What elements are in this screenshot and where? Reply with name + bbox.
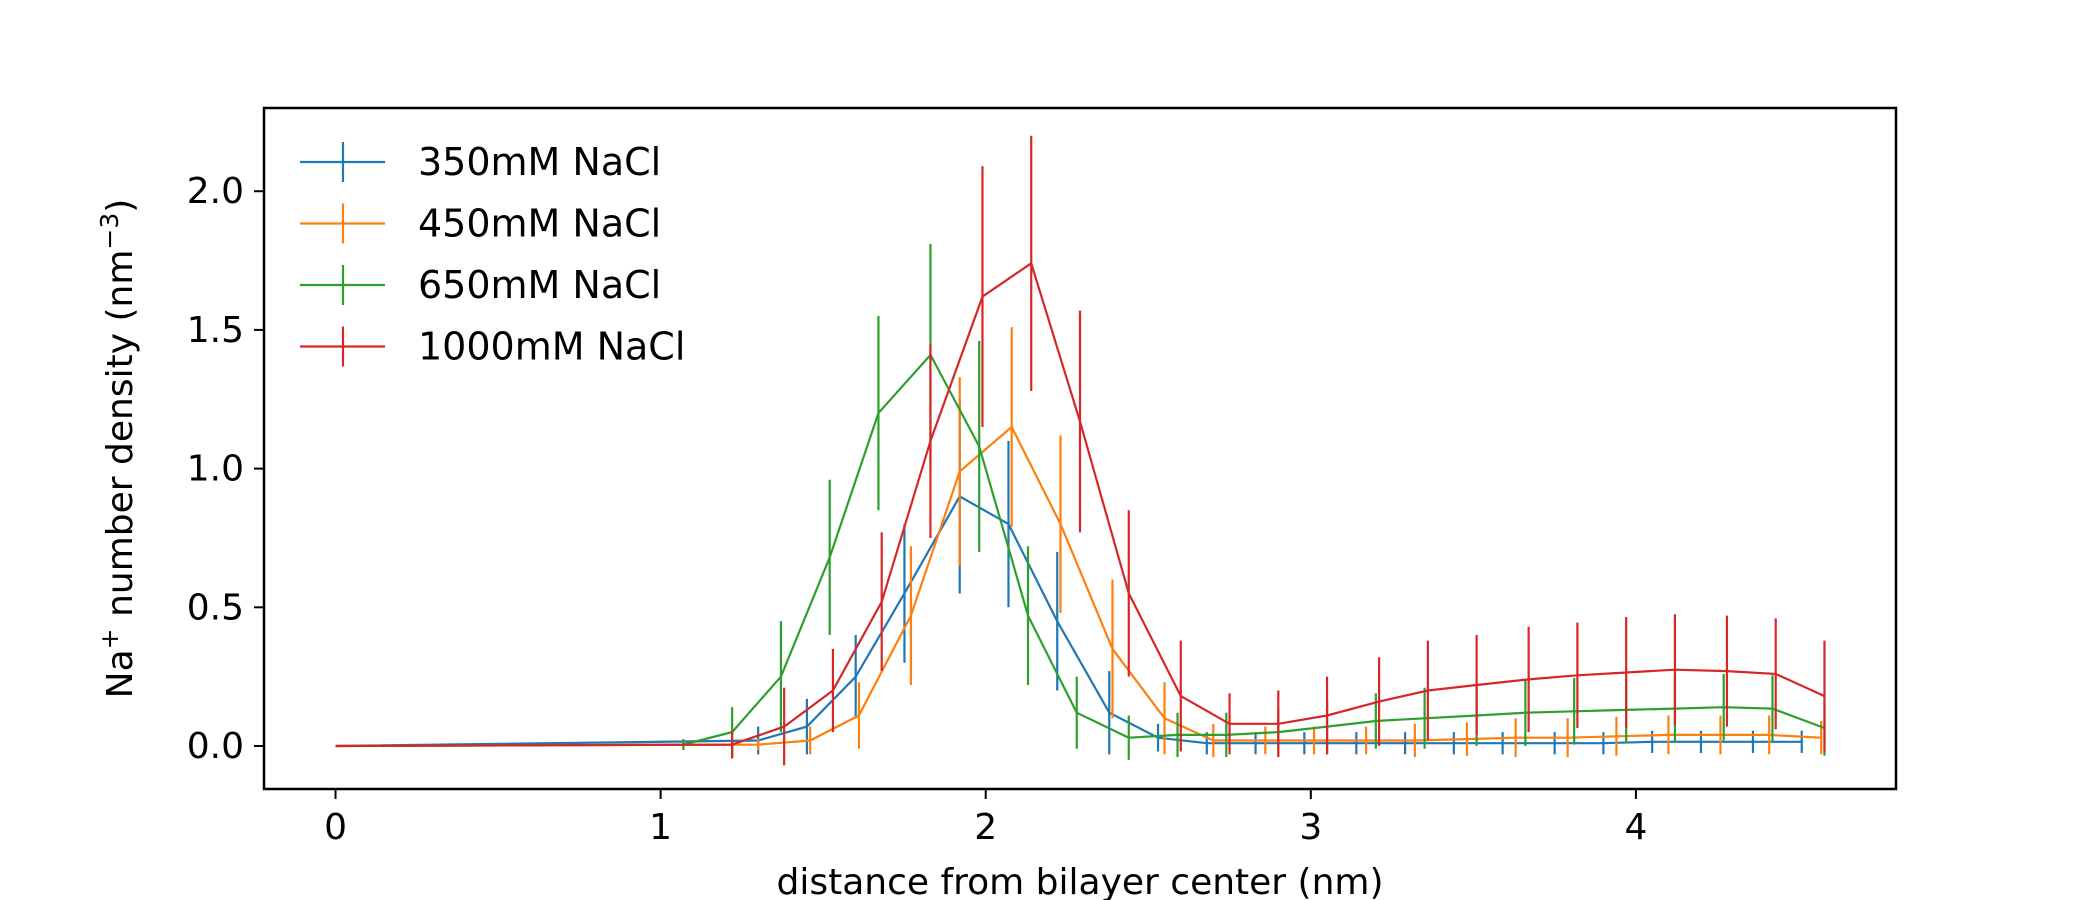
legend-entry: 450mM NaCl <box>300 202 661 246</box>
series-line <box>335 494 1802 748</box>
y-axis-label-suffix: ) <box>100 199 141 213</box>
y-tick-label: 0.0 <box>187 726 244 767</box>
series-layer <box>335 135 1826 766</box>
legend-label: 650mM NaCl <box>418 263 661 307</box>
y-tick-label: 0.5 <box>187 587 244 628</box>
y-tick-label: 1.5 <box>187 310 244 351</box>
axis-ticks: 0 1 2 3 4 0.0 0.5 1.0 1.5 2.0 <box>187 171 1648 848</box>
x-tick-label: 2 <box>974 807 997 848</box>
series-3 <box>335 135 1826 766</box>
legend-entry: 650mM NaCl <box>300 263 661 307</box>
y-axis-label: Na+ number density (nm−3) <box>95 199 142 699</box>
series-0 <box>335 399 1803 755</box>
y-tick-label: 2.0 <box>187 171 244 212</box>
legend-label: 450mM NaCl <box>418 202 661 246</box>
x-axis-label: distance from bilayer center (nm) <box>776 862 1383 900</box>
x-tick-label: 1 <box>649 807 672 848</box>
x-tick-label: 3 <box>1299 807 1322 848</box>
series-line <box>335 261 1825 748</box>
legend: 350mM NaCl 450mM NaCl 650mM NaCl 1000mM NaC… <box>300 140 685 369</box>
y-axis-label-superscript-1: + <box>95 628 124 649</box>
legend-label: 350mM NaCl <box>418 140 661 184</box>
x-tick-label: 0 <box>324 807 347 848</box>
x-tick-label: 4 <box>1624 807 1647 848</box>
series-line <box>335 425 1822 748</box>
y-axis-label-superscript-2: −3 <box>95 213 124 250</box>
y-axis-label-middle: number density (nm <box>100 250 141 629</box>
legend-entry: 350mM NaCl <box>300 140 661 184</box>
series-1 <box>335 327 1823 758</box>
y-axis-label-prefix: Na <box>100 649 141 698</box>
y-tick-label: 1.0 <box>187 449 244 490</box>
legend-entry: 1000mM NaCl <box>300 325 685 369</box>
plot-area-frame <box>262 106 1898 791</box>
legend-label: 1000mM NaCl <box>418 325 685 369</box>
